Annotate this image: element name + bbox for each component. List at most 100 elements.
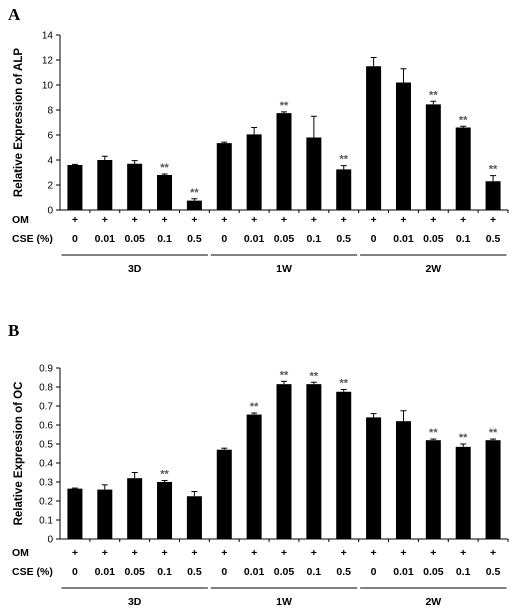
bar	[67, 488, 83, 539]
om-mark: +	[460, 547, 466, 559]
cse-value-label: 0.5	[336, 566, 351, 578]
cse-value-label: 0.01	[244, 233, 265, 245]
cse-value-label: 0.05	[274, 566, 295, 578]
y-tick-label: 0.4	[39, 459, 53, 470]
cse-value-label: 0.05	[124, 566, 145, 578]
y-tick-label: 8	[47, 106, 53, 117]
cse-value-label: 0.01	[393, 566, 414, 578]
bar	[127, 163, 143, 210]
cse-value-label: 0.05	[274, 233, 295, 245]
row-label-cse: CSE (%)	[12, 233, 53, 245]
bar	[246, 414, 262, 539]
om-mark: +	[102, 214, 108, 226]
cse-value-label: 0.5	[187, 233, 202, 245]
bar	[366, 66, 382, 210]
significance-marker: **	[250, 401, 259, 413]
om-mark: +	[191, 547, 197, 559]
panel-letter: B	[8, 321, 19, 340]
bar	[67, 165, 83, 210]
significance-marker: **	[160, 468, 169, 480]
bar	[336, 169, 352, 210]
cse-value-label: 0.1	[307, 566, 322, 578]
om-mark: +	[371, 214, 377, 226]
om-mark: +	[281, 547, 287, 559]
y-tick-label: 0.1	[39, 516, 53, 527]
cse-value-label: 0.5	[336, 233, 351, 245]
om-mark: +	[221, 547, 227, 559]
cse-value-label: 0.01	[95, 233, 116, 245]
om-mark: +	[281, 214, 287, 226]
bar	[157, 482, 173, 539]
significance-marker: **	[489, 427, 498, 439]
bar	[127, 478, 143, 539]
group-label: 2W	[425, 596, 441, 608]
om-mark: +	[191, 214, 197, 226]
cse-value-label: 0.1	[157, 566, 172, 578]
om-mark: +	[221, 214, 227, 226]
bar	[97, 489, 113, 539]
cse-value-label: 0	[221, 233, 227, 245]
group-label: 1W	[276, 263, 292, 275]
cse-value-label: 0	[72, 233, 78, 245]
row-label-om: OM	[12, 214, 29, 226]
y-tick-label: 0.2	[39, 497, 53, 508]
significance-marker: **	[339, 377, 348, 389]
bar	[306, 137, 322, 210]
om-mark: +	[430, 214, 436, 226]
bar	[425, 104, 441, 210]
y-tick-label: 0.6	[39, 421, 53, 432]
om-mark: +	[341, 547, 347, 559]
bar	[186, 200, 202, 210]
cse-value-label: 0.05	[423, 233, 444, 245]
group-label: 3D	[128, 596, 142, 608]
y-tick-label: 0	[47, 535, 53, 546]
significance-marker: **	[429, 427, 438, 439]
om-mark: +	[102, 547, 108, 559]
y-axis-label: Relative Expression of ALP	[13, 48, 25, 197]
cse-value-label: 0	[371, 233, 377, 245]
om-mark: +	[341, 214, 347, 226]
cse-value-label: 0.05	[423, 566, 444, 578]
y-axis-label: Relative Expression of OC	[13, 382, 25, 526]
cse-value-label: 0.1	[307, 233, 322, 245]
bar	[246, 134, 262, 210]
y-tick-label: 0.9	[39, 364, 53, 375]
om-mark: +	[251, 547, 257, 559]
bar	[276, 384, 292, 539]
bar	[455, 446, 471, 539]
bar	[216, 143, 232, 210]
cse-value-label: 0.01	[244, 566, 265, 578]
cse-value-label: 0	[72, 566, 78, 578]
significance-marker: **	[280, 100, 289, 112]
cse-value-label: 0.1	[456, 566, 471, 578]
group-label: 1W	[276, 596, 292, 608]
significance-marker: **	[459, 432, 468, 444]
om-mark: +	[460, 214, 466, 226]
significance-marker: **	[489, 164, 498, 176]
significance-marker: **	[280, 369, 289, 381]
om-mark: +	[490, 547, 496, 559]
significance-marker: **	[429, 89, 438, 101]
y-tick-label: 14	[42, 31, 54, 42]
om-mark: +	[132, 547, 138, 559]
bar	[485, 181, 501, 210]
y-tick-label: 4	[47, 156, 53, 167]
significance-marker: **	[339, 154, 348, 166]
om-mark: +	[400, 214, 406, 226]
y-tick-label: 0	[47, 206, 53, 217]
cse-value-label: 0.05	[124, 233, 145, 245]
group-label: 2W	[425, 263, 441, 275]
om-mark: +	[430, 547, 436, 559]
significance-marker: **	[160, 162, 169, 174]
y-tick-label: 0.5	[39, 440, 53, 451]
cse-value-label: 0.01	[95, 566, 116, 578]
bar	[395, 421, 411, 539]
y-tick-label: 10	[42, 81, 54, 92]
y-tick-label: 12	[42, 56, 54, 67]
cse-value-label: 0.01	[393, 233, 414, 245]
om-mark: +	[400, 547, 406, 559]
bar	[485, 440, 501, 539]
om-mark: +	[251, 214, 257, 226]
cse-value-label: 0.1	[456, 233, 471, 245]
